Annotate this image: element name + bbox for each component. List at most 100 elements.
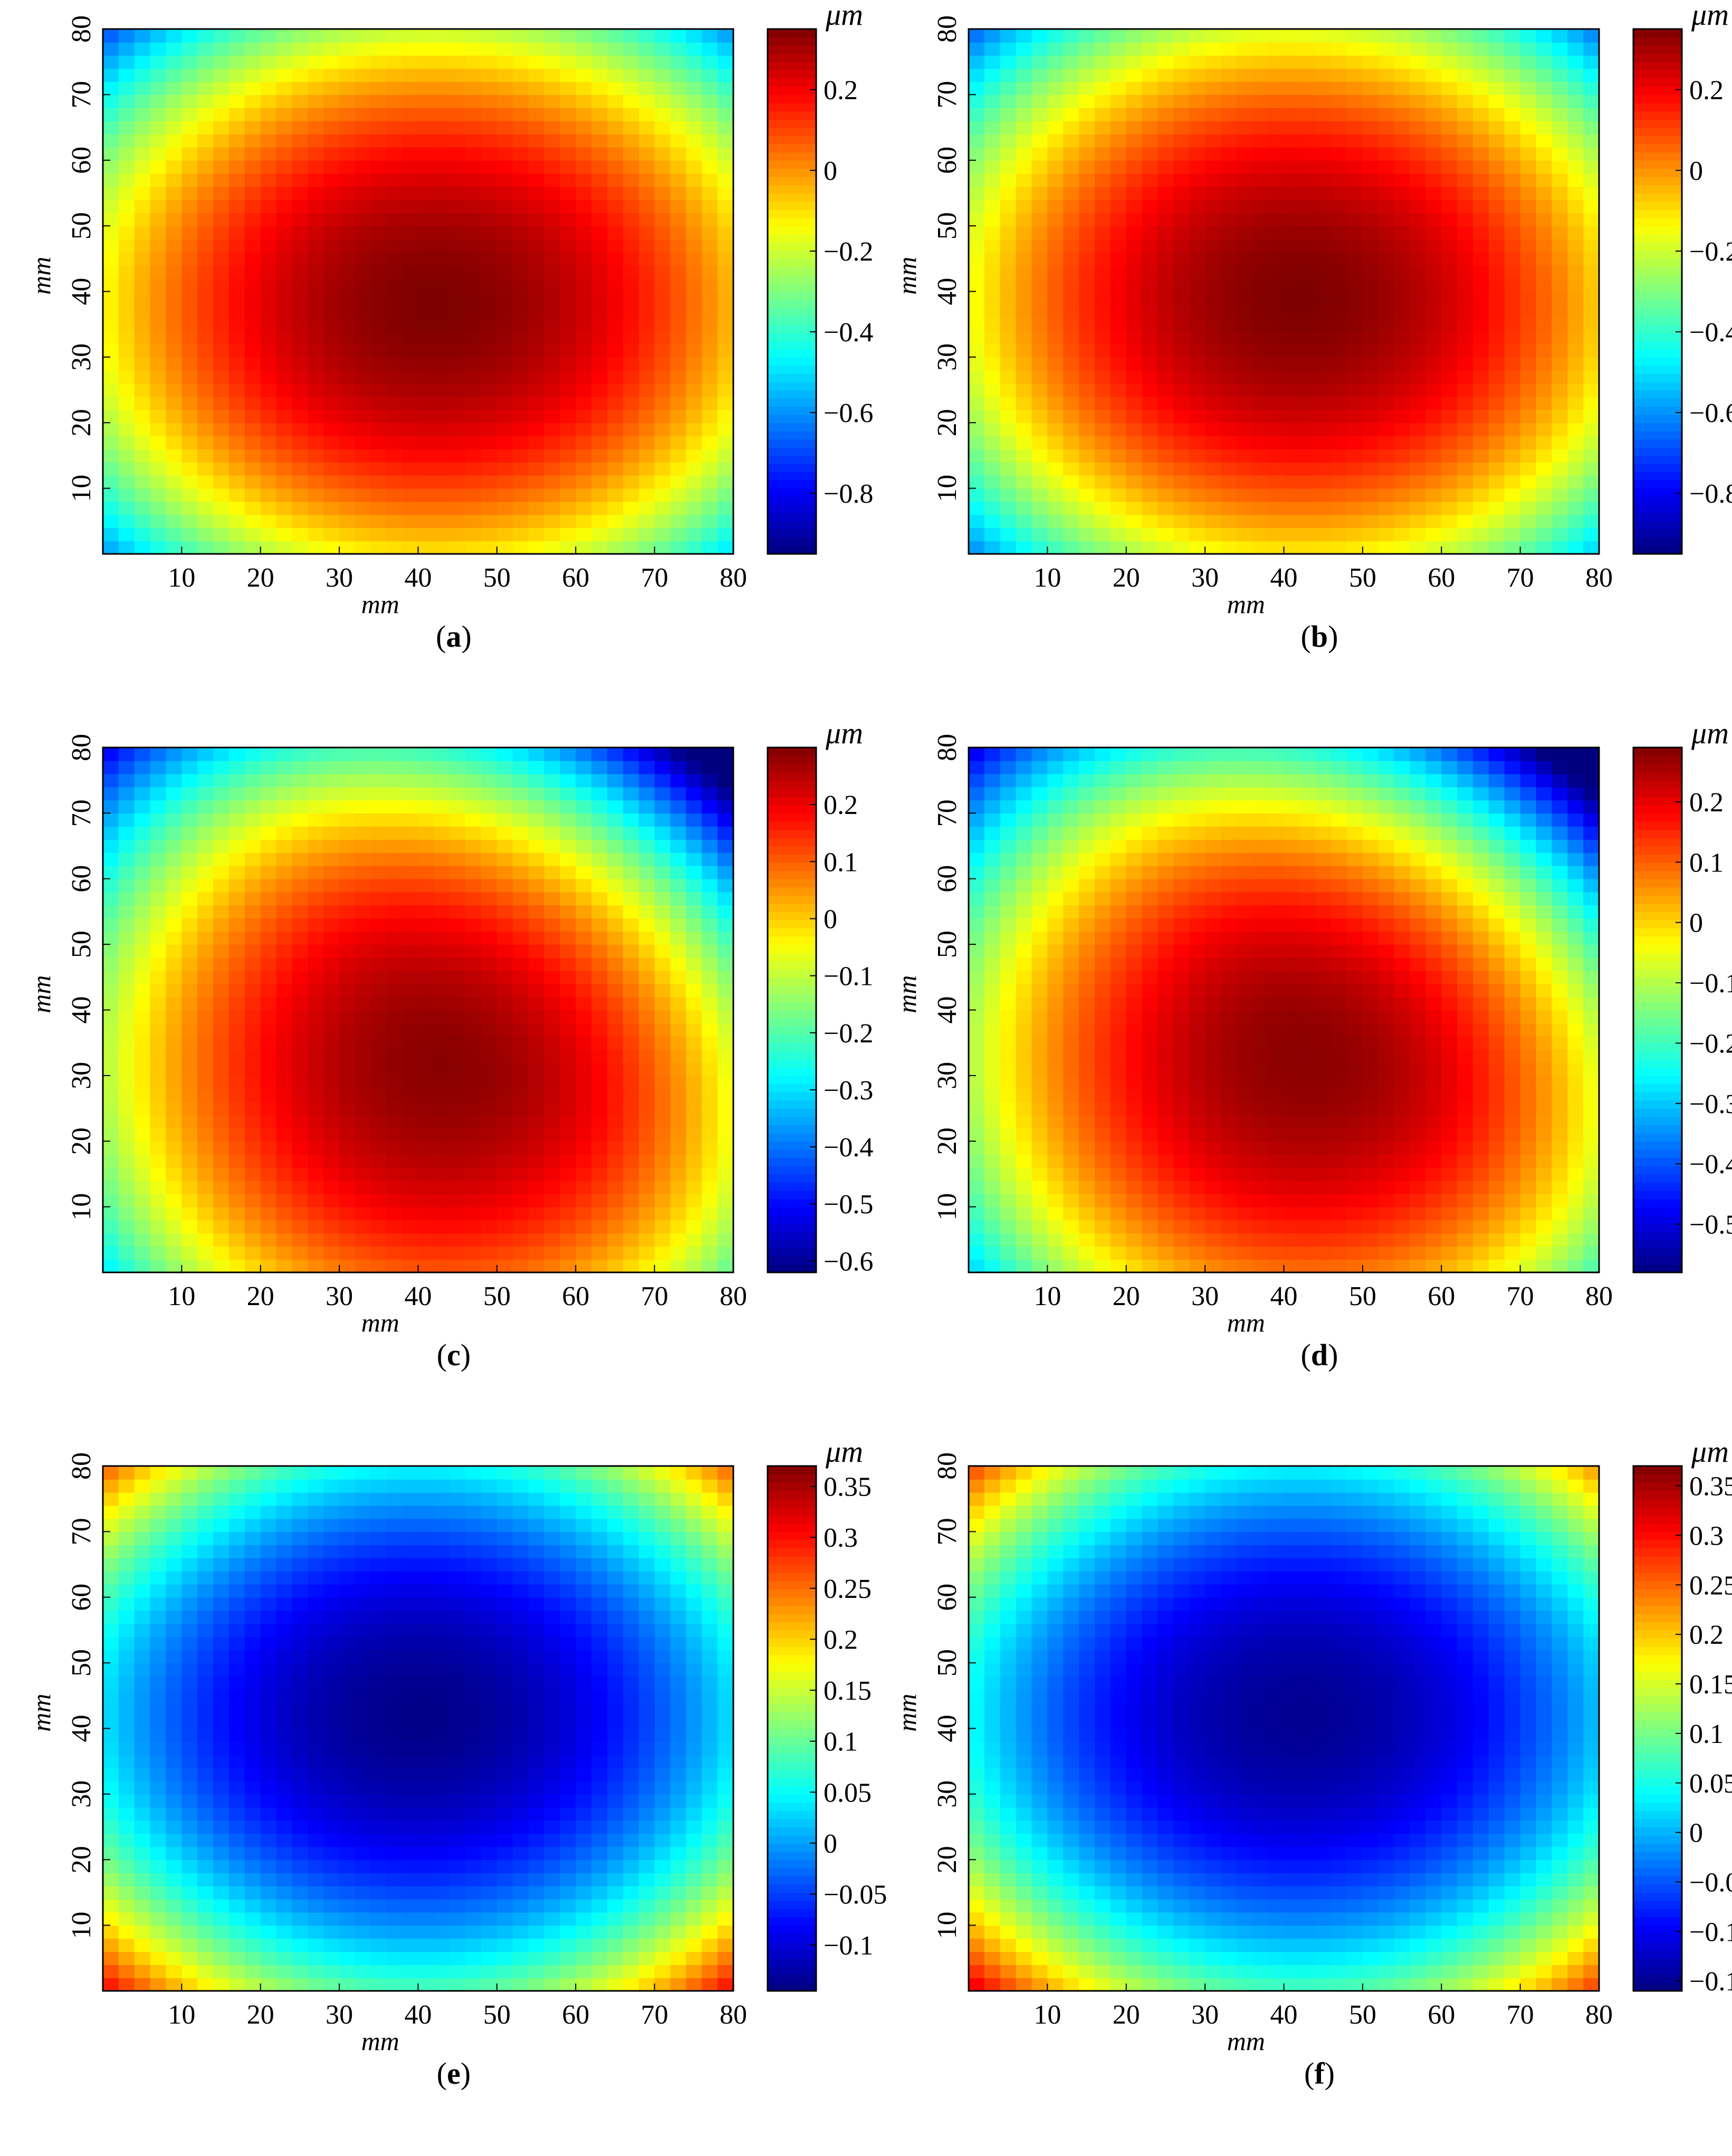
heatmap-cell xyxy=(1425,94,1442,109)
heatmap-cell xyxy=(449,1167,466,1181)
heatmap-cell xyxy=(1425,541,1442,554)
heatmap-cell xyxy=(134,94,151,109)
heatmap-cell xyxy=(686,1036,703,1050)
heatmap-cell xyxy=(607,918,624,932)
heatmap-cell xyxy=(166,1062,183,1076)
heatmap-cell xyxy=(1189,42,1205,56)
heatmap-cell xyxy=(418,1180,435,1194)
heatmap-cell xyxy=(1583,199,1600,214)
heatmap-cell xyxy=(1173,134,1190,148)
heatmap-cell xyxy=(370,1193,387,1208)
heatmap-cell xyxy=(308,134,324,148)
heatmap-cell xyxy=(434,239,451,253)
heatmap-cell xyxy=(576,488,592,502)
heatmap-cell xyxy=(181,1246,198,1260)
heatmap-cell xyxy=(623,29,639,43)
heatmap-cell xyxy=(1583,383,1600,397)
heatmap-cell xyxy=(465,134,482,148)
heatmap-cell xyxy=(276,1141,293,1155)
heatmap-cell xyxy=(118,186,135,200)
heatmap-cell xyxy=(496,892,513,906)
heatmap-cell xyxy=(1110,55,1127,69)
heatmap-cell xyxy=(292,265,309,279)
heatmap-cell xyxy=(591,423,608,436)
heatmap-cell xyxy=(418,449,435,463)
heatmap-cell xyxy=(528,1062,545,1076)
heatmap-cell xyxy=(607,839,624,853)
heatmap-cell xyxy=(1173,541,1190,554)
heatmap-cell xyxy=(370,81,387,95)
heatmap-cell xyxy=(103,1167,119,1181)
colorbar-step xyxy=(768,226,816,235)
heatmap-cell xyxy=(1016,488,1032,502)
heatmap-cell xyxy=(1236,331,1253,344)
heatmap-cell xyxy=(1236,475,1253,489)
heatmap-cell xyxy=(1284,501,1300,515)
heatmap-cell xyxy=(1079,396,1095,410)
heatmap-cell xyxy=(1252,55,1269,69)
heatmap-cell xyxy=(1299,475,1316,489)
heatmap-cell xyxy=(1299,94,1316,109)
heatmap-cell xyxy=(544,1193,561,1208)
colorbar-step xyxy=(1633,365,1682,374)
heatmap-cell xyxy=(670,239,687,253)
heatmap-cell xyxy=(434,892,451,906)
heatmap-cell xyxy=(1331,344,1347,358)
heatmap-cell xyxy=(292,226,309,239)
heatmap-cell xyxy=(1000,29,1017,43)
heatmap-cell xyxy=(434,944,451,958)
heatmap-cell xyxy=(308,905,324,919)
heatmap-cell xyxy=(1221,278,1237,292)
heatmap-cell xyxy=(1410,331,1427,344)
heatmap-cell xyxy=(1299,265,1316,279)
heatmap-cell xyxy=(355,1075,371,1089)
heatmap-cell xyxy=(402,787,419,801)
heatmap-cell xyxy=(670,983,687,998)
heatmap-cell xyxy=(276,1023,293,1037)
heatmap-cell xyxy=(181,55,198,69)
heatmap-cell xyxy=(576,1115,592,1129)
heatmap-cell xyxy=(229,318,245,331)
heatmap-cell xyxy=(1504,81,1521,95)
heatmap-cell xyxy=(323,252,340,266)
heatmap-cell xyxy=(449,1141,466,1155)
heatmap-cell xyxy=(1583,265,1600,279)
heatmap-cell xyxy=(1347,449,1363,463)
heatmap-cell xyxy=(308,344,324,358)
heatmap-cell xyxy=(197,239,214,253)
heatmap-cell xyxy=(1331,121,1347,135)
heatmap-cell xyxy=(481,1088,497,1103)
heatmap-cell xyxy=(623,1167,639,1181)
heatmap-cell xyxy=(969,436,985,449)
heatmap-cell xyxy=(1157,501,1174,515)
heatmap-cell xyxy=(1362,186,1379,200)
heatmap-cell xyxy=(244,1010,261,1024)
heatmap-cell xyxy=(213,331,229,344)
heatmap-cell xyxy=(654,42,671,56)
heatmap-cell xyxy=(434,81,451,95)
heatmap-cell xyxy=(1095,501,1111,515)
heatmap-cell xyxy=(181,68,198,82)
heatmap-cell xyxy=(1583,239,1600,253)
heatmap-cell xyxy=(118,331,135,344)
heatmap-cell xyxy=(1016,475,1032,489)
heatmap-cell xyxy=(496,370,513,384)
heatmap-cell xyxy=(1079,357,1095,371)
heatmap-cell xyxy=(150,436,167,449)
heatmap-cell xyxy=(623,748,639,761)
heatmap-cell xyxy=(355,344,371,358)
heatmap-cell xyxy=(686,331,703,344)
heatmap-cell xyxy=(244,800,261,814)
heatmap-cell xyxy=(1315,344,1332,358)
heatmap-cell xyxy=(1126,383,1143,397)
heatmap-cell xyxy=(103,121,119,135)
heatmap-cell xyxy=(1031,475,1048,489)
heatmap-cell xyxy=(181,748,198,761)
heatmap-cell xyxy=(717,291,734,305)
heatmap-cell xyxy=(402,865,419,879)
heatmap-cell xyxy=(576,1193,592,1208)
heatmap-cell xyxy=(465,1101,482,1116)
heatmap-cell xyxy=(1221,121,1237,135)
heatmap-cell xyxy=(591,291,608,305)
heatmap-cell xyxy=(260,462,277,476)
